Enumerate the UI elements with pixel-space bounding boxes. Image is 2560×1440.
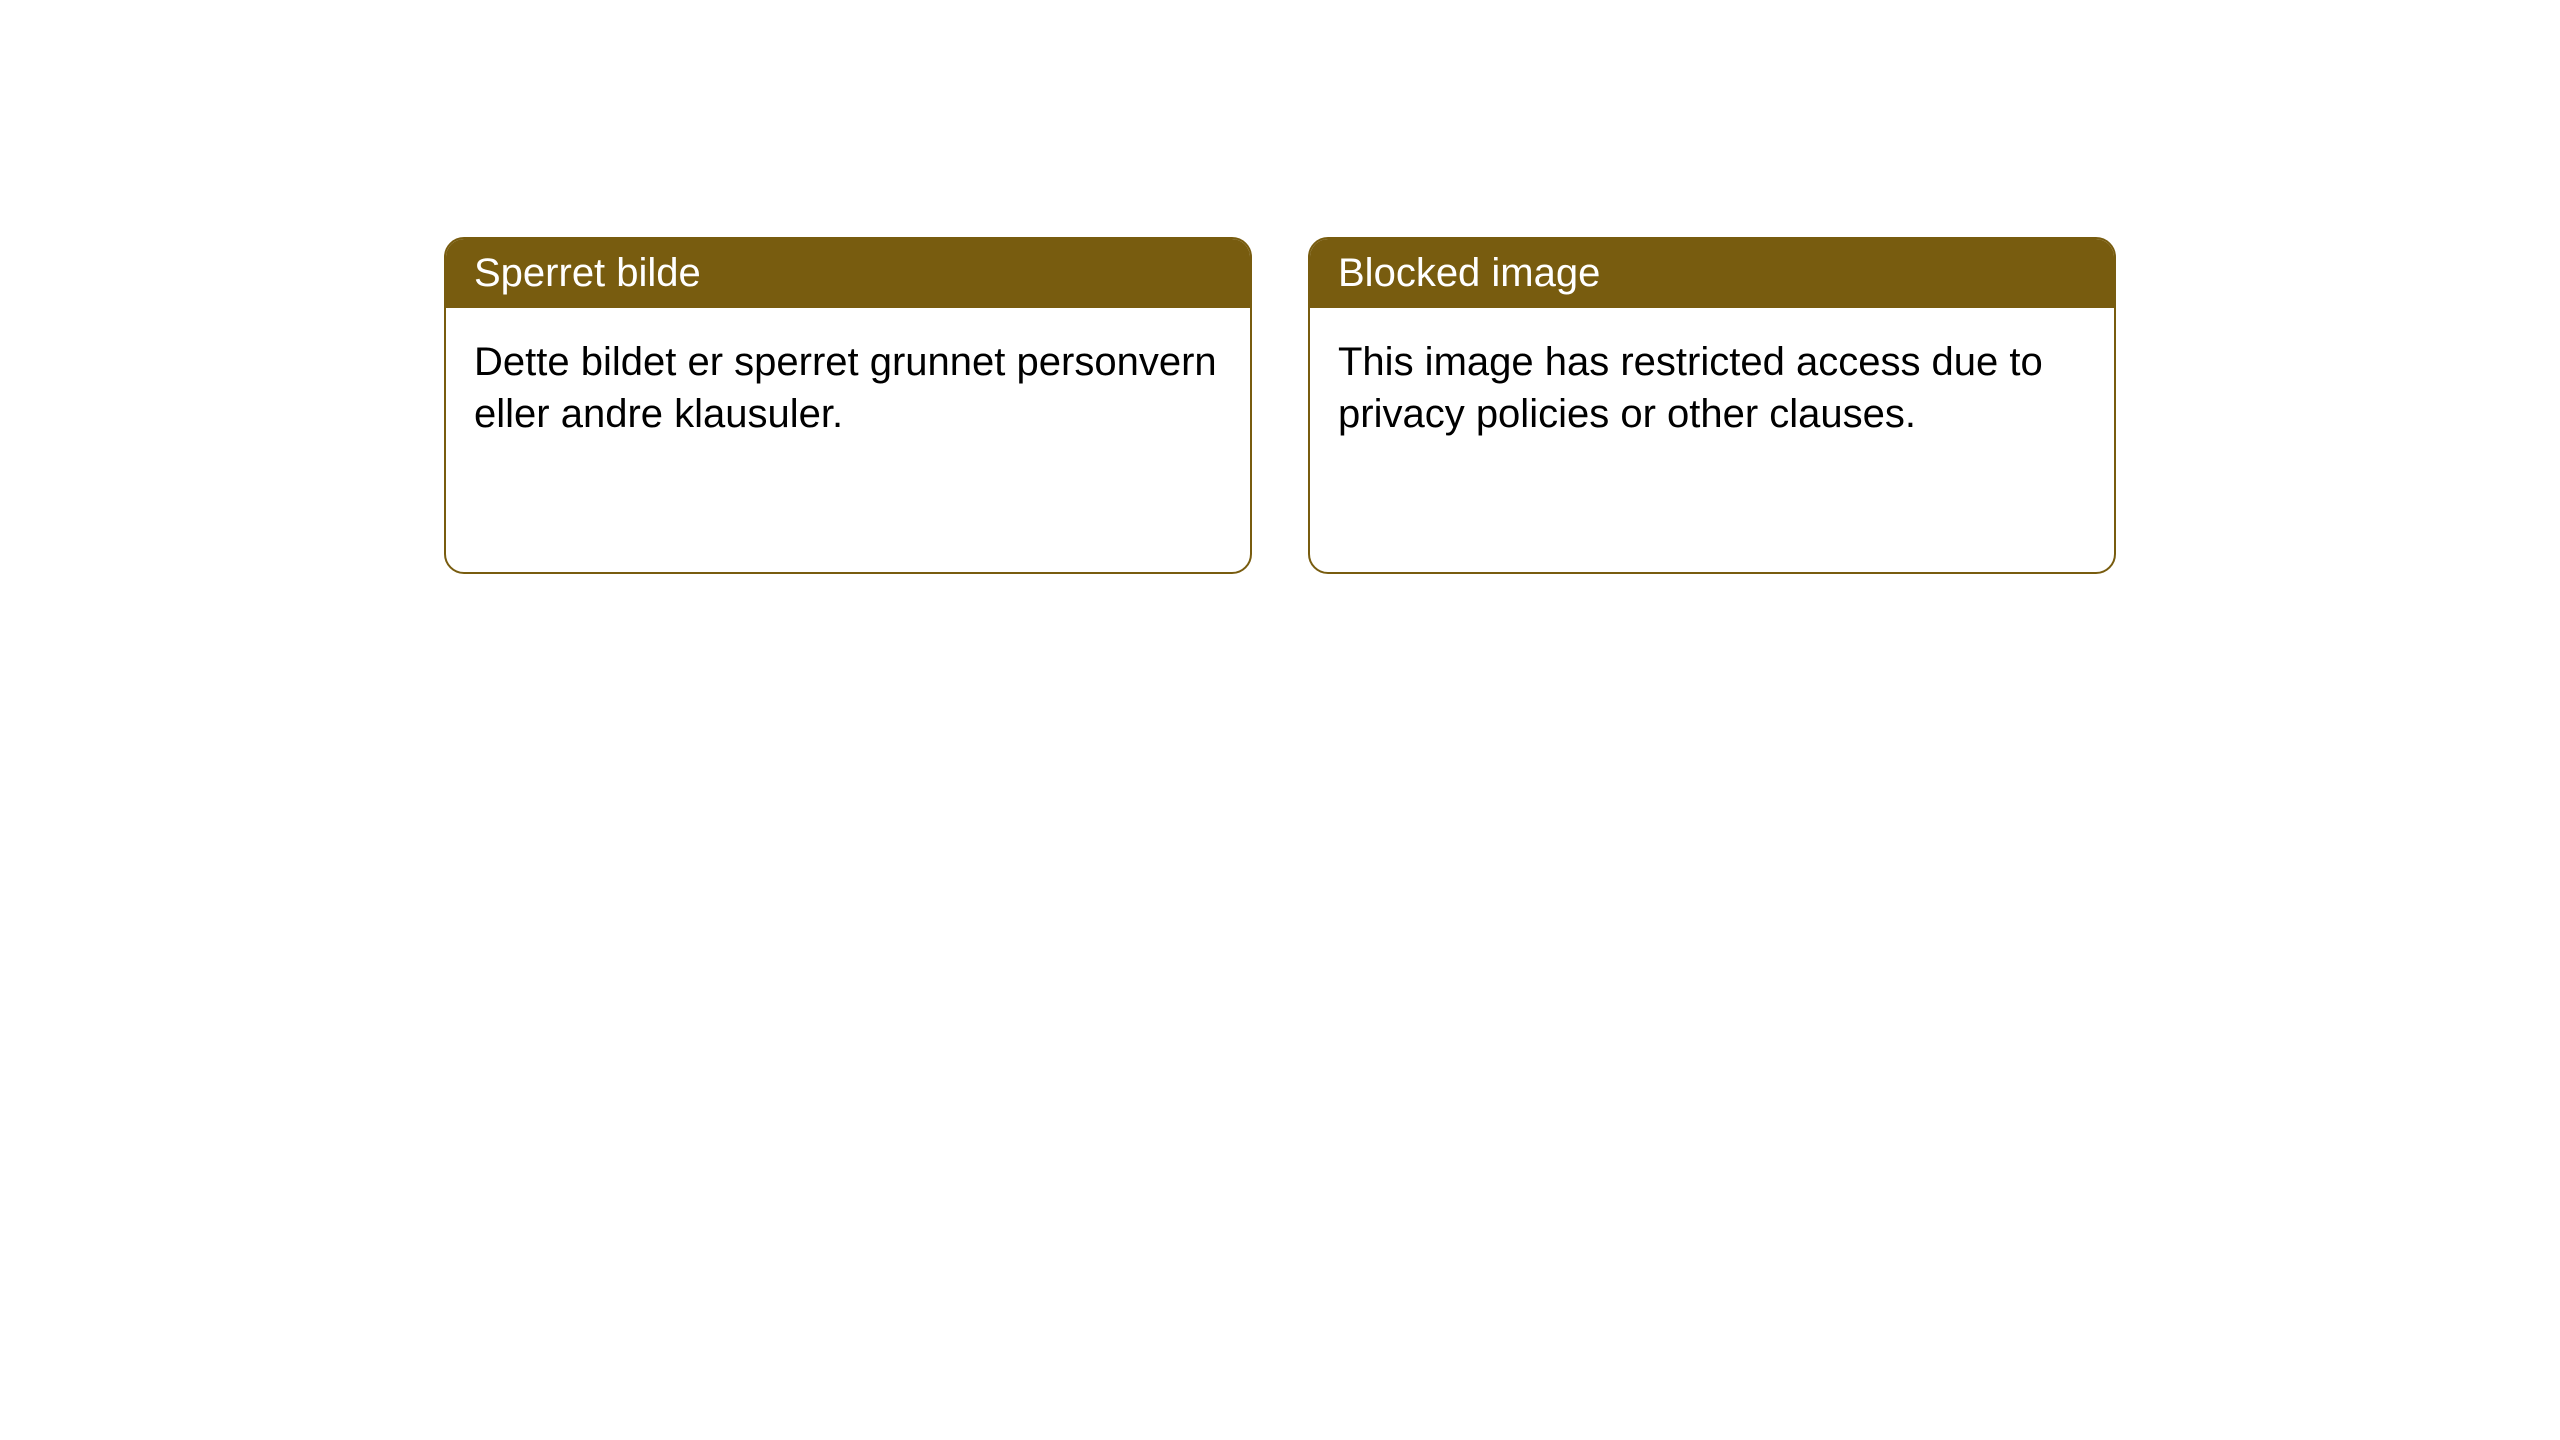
notice-card-norwegian: Sperret bilde Dette bildet er sperret gr…	[444, 237, 1252, 574]
notice-body-norwegian: Dette bildet er sperret grunnet personve…	[446, 308, 1250, 468]
notice-header-english: Blocked image	[1310, 239, 2114, 308]
notice-body-english: This image has restricted access due to …	[1310, 308, 2114, 468]
notice-header-norwegian: Sperret bilde	[446, 239, 1250, 308]
notice-card-english: Blocked image This image has restricted …	[1308, 237, 2116, 574]
notice-container: Sperret bilde Dette bildet er sperret gr…	[0, 0, 2560, 574]
